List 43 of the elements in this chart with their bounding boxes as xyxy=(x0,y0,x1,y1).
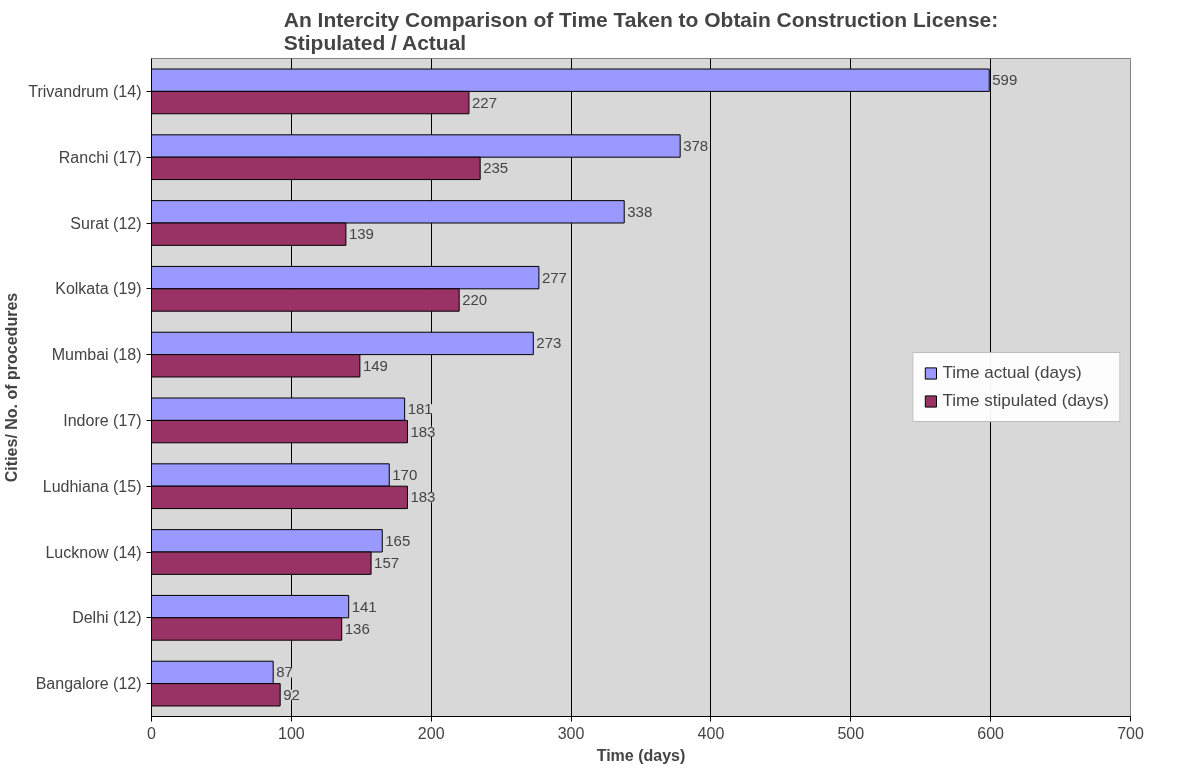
x-tick-label: 300 xyxy=(557,724,585,742)
data-label: 170 xyxy=(392,466,418,484)
y-tick-label: Ludhiana (15) xyxy=(42,477,142,495)
x-tick-label: 700 xyxy=(1117,724,1144,742)
y-axis-title: Cities/ No. of procedures xyxy=(3,292,21,483)
data-label: 277 xyxy=(541,268,567,286)
y-tick-label: Lucknow (14) xyxy=(45,543,142,561)
data-label: 157 xyxy=(374,554,400,572)
x-tick-label: 0 xyxy=(147,724,157,742)
y-tick-label: Mumbai (18) xyxy=(51,346,142,364)
data-label: 273 xyxy=(536,334,562,352)
y-tick-label: Kolkata (19) xyxy=(55,280,142,298)
legend-label: Time actual (days) xyxy=(942,363,1082,383)
data-label: 235 xyxy=(483,159,509,177)
x-tick-label: 600 xyxy=(977,724,1005,742)
x-tick-label: 100 xyxy=(278,724,305,742)
data-label: 139 xyxy=(348,225,374,243)
data-label: 378 xyxy=(683,137,709,155)
data-label: 338 xyxy=(627,202,653,220)
y-tick-label: Indore (17) xyxy=(63,411,142,429)
data-label: 136 xyxy=(344,619,370,637)
y-tick-label: Delhi (12) xyxy=(72,609,142,627)
data-label: 181 xyxy=(407,400,433,418)
y-tick-label: Trivandrum (14) xyxy=(28,82,142,100)
data-label: 149 xyxy=(362,356,388,374)
y-tick-label: Ranchi (17) xyxy=(58,148,142,166)
data-label: 165 xyxy=(385,531,411,549)
data-label: 599 xyxy=(992,71,1018,89)
x-axis-title: Time (days) xyxy=(596,746,686,764)
data-label: 87 xyxy=(276,663,293,681)
x-tick-label: 500 xyxy=(837,724,865,742)
x-tick-label: 400 xyxy=(697,724,725,742)
data-label: 183 xyxy=(410,488,436,506)
data-label: 227 xyxy=(471,93,498,111)
x-tick-label: 200 xyxy=(417,724,445,742)
data-label: 92 xyxy=(283,685,300,703)
y-tick-label: Surat (12) xyxy=(70,214,142,232)
y-tick-label: Bangalore (12) xyxy=(35,675,142,693)
chart-title: An Intercity Comparison of Time Taken to Obtain Construction License: Stipulated / Actual xyxy=(283,7,999,54)
legend-label: Time stipulated (days) xyxy=(942,391,1109,411)
data-label: 141 xyxy=(351,597,377,615)
data-label: 183 xyxy=(410,422,436,440)
data-label: 220 xyxy=(462,290,488,308)
